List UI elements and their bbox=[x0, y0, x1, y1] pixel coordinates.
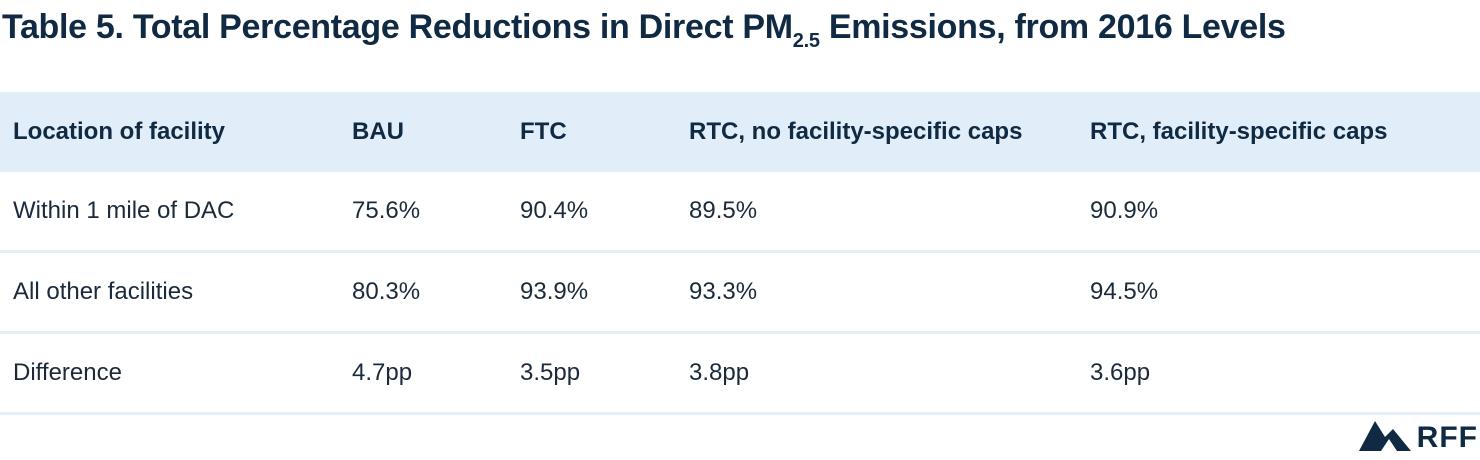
header-rtc-caps: RTC, facility-specific caps bbox=[1090, 118, 1388, 145]
table-cell: 93.3% bbox=[689, 278, 758, 305]
table-cell: 93.9% bbox=[520, 278, 589, 305]
table-cell: 90.9% bbox=[1090, 197, 1159, 224]
table-cell: All other facilities bbox=[13, 278, 194, 305]
title-subscript: 2.5 bbox=[792, 30, 820, 52]
table-cell: 90.4% bbox=[520, 197, 589, 224]
rff-mountain-icon bbox=[1358, 419, 1411, 456]
title-suffix: Emissions, from 2016 Levels bbox=[819, 8, 1286, 46]
title-main: Table 5. Total Percentage Reductions in … bbox=[2, 8, 793, 46]
table-row: Difference 4.7pp 3.5pp 3.8pp 3.6pp bbox=[0, 334, 1480, 415]
table-cell: 89.5% bbox=[689, 197, 758, 224]
table-row: Within 1 mile of DAC 75.6% 90.4% 89.5% 9… bbox=[0, 172, 1480, 253]
data-table: Location of facility BAU FTC RTC, no fac… bbox=[0, 92, 1480, 415]
header-rtc-no-caps: RTC, no facility-specific caps bbox=[689, 118, 1023, 145]
table-cell: 94.5% bbox=[1090, 278, 1159, 305]
table-cell: 4.7pp bbox=[352, 359, 413, 386]
header-bau: BAU bbox=[352, 118, 404, 145]
header-location: Location of facility bbox=[13, 118, 226, 145]
table-header-row: Location of facility BAU FTC RTC, no fac… bbox=[0, 92, 1480, 172]
table-cell: 3.5pp bbox=[520, 359, 581, 386]
page-title: Table 5. Total Percentage Reductions in … bbox=[2, 8, 1286, 51]
table-cell: Within 1 mile of DAC bbox=[13, 197, 235, 224]
brand-logo: RFF bbox=[1358, 419, 1478, 456]
table-cell: 80.3% bbox=[352, 278, 421, 305]
table-row: All other facilities 80.3% 93.9% 93.3% 9… bbox=[0, 253, 1480, 334]
table-cell: 3.8pp bbox=[689, 359, 750, 386]
table-cell: 3.6pp bbox=[1090, 359, 1151, 386]
table-cell: Difference bbox=[13, 359, 122, 386]
header-ftc: FTC bbox=[520, 118, 567, 145]
brand-text: RFF bbox=[1416, 420, 1478, 454]
table-cell: 75.6% bbox=[352, 197, 421, 224]
